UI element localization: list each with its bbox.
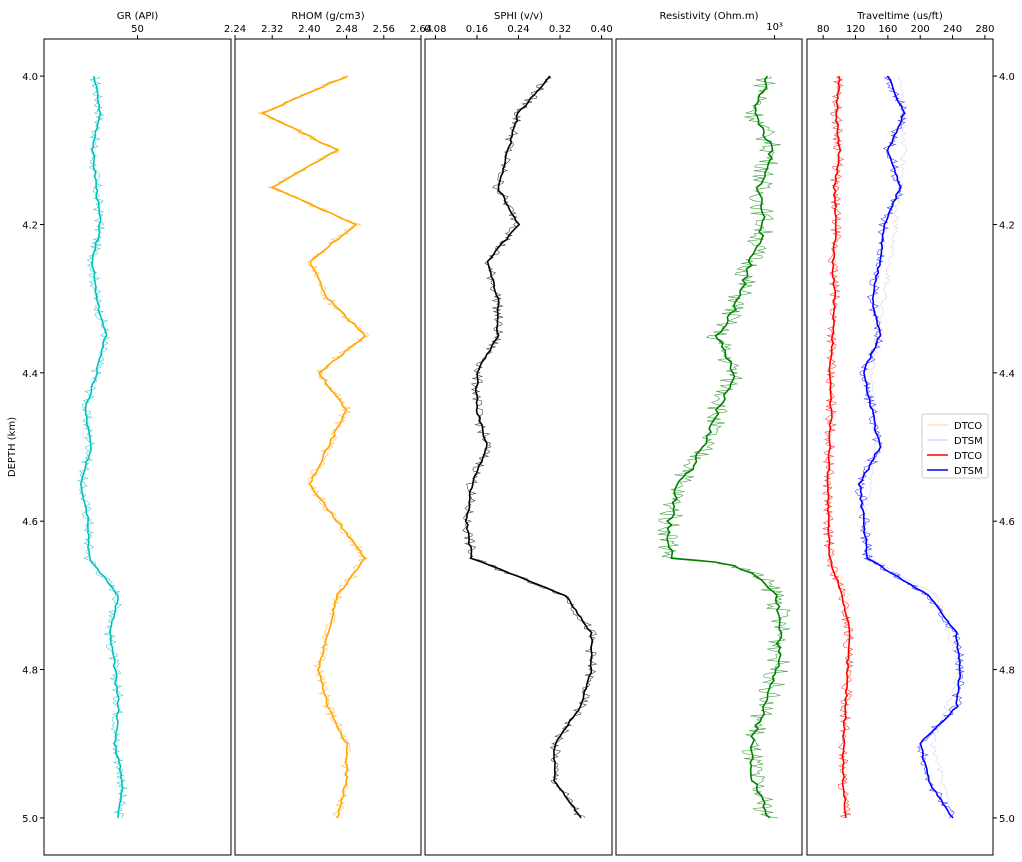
series-dtco <box>826 75 851 818</box>
depth-axis-label: DEPTH (km) <box>7 417 18 477</box>
series-dtsm <box>857 75 962 819</box>
track-5: Traveltime (us/ft) 80 120 160 200 240 280 <box>806 11 997 856</box>
series-thin-dtsm <box>861 75 963 819</box>
series-raw-resistivity <box>657 75 791 819</box>
track-title: GR (API) <box>117 11 159 22</box>
depth-tick-label: 4.8 <box>999 666 1015 677</box>
x-tick-label: 2.56 <box>373 24 395 35</box>
x-tick-label: 280 <box>975 24 994 35</box>
track-frame <box>43 38 232 856</box>
series-sphi <box>464 75 594 819</box>
legend-label: DTCO <box>954 421 982 432</box>
legend-label: DTSM <box>954 436 983 447</box>
x-tick-label: 200 <box>911 24 930 35</box>
x-tick-label: 0.32 <box>549 24 571 35</box>
legend: DTCO DTSM DTCO DTSM <box>921 413 989 479</box>
track-frame <box>234 38 422 856</box>
track-title: Traveltime (us/ft) <box>856 11 943 22</box>
legend-label: DTCO <box>954 451 982 462</box>
x-tick-label: 0.16 <box>466 24 488 35</box>
x-tick-label: 50 <box>131 24 144 35</box>
depth-tick-label: 4.2 <box>22 220 38 231</box>
series-resistivity <box>665 75 783 819</box>
x-tick-label: 10³ <box>766 22 783 33</box>
track-title: RHOM (g/cm3) <box>291 11 364 22</box>
log-tracks: GR (API) 50 RHOM (g/cm3) 2.24 2.32 2.40 2.48 2.… <box>40 11 997 856</box>
depth-tick-label: 4.4 <box>999 369 1015 380</box>
track-4: Resistivity (Ohm.m) 10³ <box>615 11 803 856</box>
legend-label: DTSM <box>954 466 983 477</box>
x-tick-label: 2.64 <box>410 24 432 35</box>
depth-tick-label: 5.0 <box>22 814 38 825</box>
track-2: RHOM (g/cm3) 2.24 2.32 2.40 2.48 2.56 2.64 <box>224 11 432 856</box>
depth-tick-label: 4.0 <box>22 72 38 83</box>
depth-tick-label: 4.4 <box>22 369 38 380</box>
depth-tick-label: 5.0 <box>999 814 1015 825</box>
depth-tick-label: 4.6 <box>999 517 1015 528</box>
depth-axis: DEPTH (km) 4.04.24.44.64.85.0 4.04.24.44… <box>7 72 1015 825</box>
series-rhom <box>260 75 367 819</box>
x-tick-label: 240 <box>943 24 962 35</box>
depth-tick-label: 4.0 <box>999 72 1015 83</box>
x-tick-label: 120 <box>846 24 865 35</box>
track-frame <box>424 38 613 856</box>
track-frame <box>806 38 994 856</box>
x-tick-label: 2.48 <box>335 24 357 35</box>
depth-tick-labels-left: 4.0 4.2 4.4 4.6 4.8 5.0 <box>22 72 38 825</box>
x-tick-label: 0.08 <box>424 24 446 35</box>
x-tick-label: 160 <box>878 24 897 35</box>
track-title: Resistivity (Ohm.m) <box>660 11 759 22</box>
x-tick-label: 2.32 <box>261 24 283 35</box>
track-frame <box>615 38 803 856</box>
x-tick-label: 2.40 <box>298 24 320 35</box>
series-raw-sphi <box>462 75 598 819</box>
depth-tick-labels-right: 4.0 4.2 4.4 4.6 4.8 5.0 <box>999 72 1015 825</box>
series-raw-dtsm <box>854 75 965 819</box>
x-tick-label: 0.40 <box>590 24 612 35</box>
series-gr <box>79 75 124 818</box>
series-raw-gr <box>77 76 128 819</box>
series-raw-rhom <box>258 75 369 819</box>
track-1: GR (API) 50 <box>40 11 232 856</box>
depth-tick-label: 4.2 <box>999 220 1015 231</box>
depth-tick-label: 4.6 <box>22 517 38 528</box>
track-title: SPHI (v/v) <box>494 11 543 22</box>
x-tick-label: 0.24 <box>507 24 529 35</box>
legend-box <box>921 413 989 479</box>
series-raw-dtco <box>821 75 855 819</box>
track-3: SPHI (v/v) 0.08 0.16 0.24 0.32 0.40 <box>424 11 613 856</box>
depth-tick-label: 4.8 <box>22 666 38 677</box>
x-tick-label: 2.24 <box>224 24 246 35</box>
x-tick-label: 80 <box>817 24 830 35</box>
